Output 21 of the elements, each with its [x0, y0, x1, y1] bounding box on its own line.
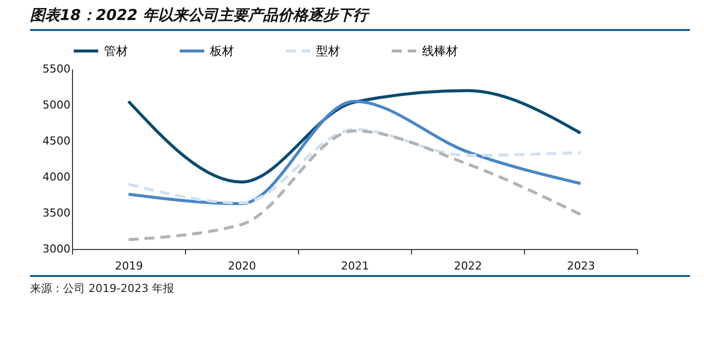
- legend-label: 型材: [316, 44, 340, 58]
- legend-label: 线棒材: [422, 44, 458, 58]
- line-series: [127, 129, 582, 242]
- x-tick-label: 2021: [341, 260, 369, 272]
- y-tick-label: 4000: [42, 170, 70, 184]
- legend-label: 管材: [104, 44, 128, 58]
- x-tick-label: 2020: [228, 260, 256, 272]
- source-note: 来源：公司 2019-2023 年报: [30, 275, 690, 296]
- y-tick-label: 3500: [42, 206, 70, 220]
- line-series: [127, 89, 582, 184]
- legend-label: 板材: [209, 44, 234, 58]
- line-series: [127, 128, 582, 204]
- y-tick-label: 5000: [42, 98, 70, 112]
- y-tick-label: 3000: [42, 242, 70, 256]
- x-tick-label: 2019: [115, 260, 143, 272]
- y-tick-label: 5500: [42, 62, 70, 76]
- x-tick-label: 2022: [454, 260, 482, 272]
- chart-title: 图表18：2022 年以来公司主要产品价格逐步下行: [30, 6, 690, 31]
- line-series: [127, 100, 582, 206]
- x-tick-label: 2023: [567, 260, 595, 272]
- y-tick-label: 4500: [42, 134, 70, 148]
